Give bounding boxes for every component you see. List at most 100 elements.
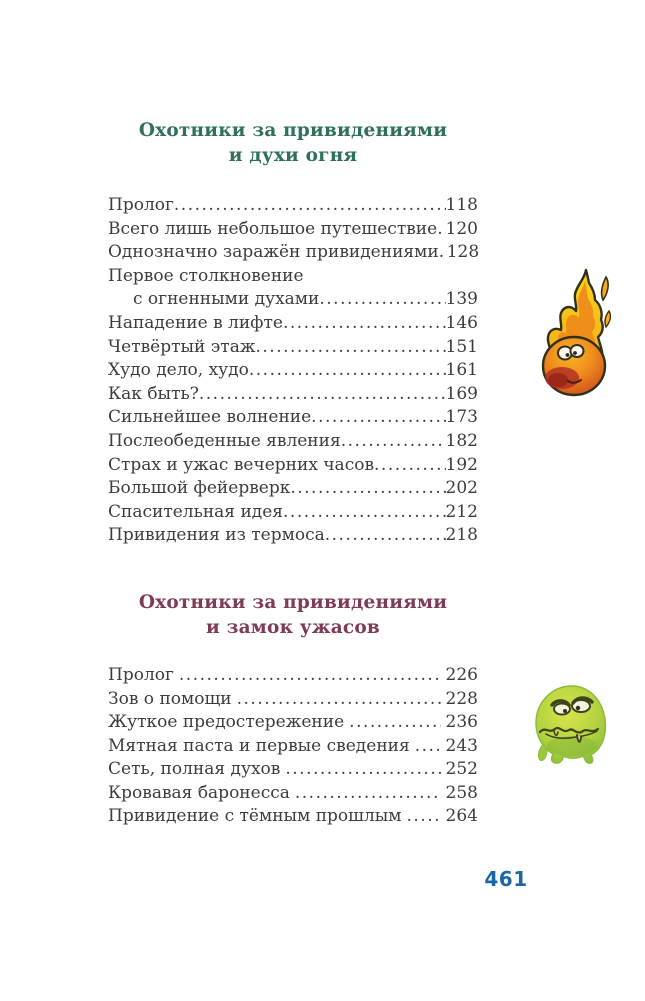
toc-entry: Большой фейерверк 202 <box>108 477 478 501</box>
page-number: 461 <box>484 867 528 891</box>
toc-entry-title: Всего лишь небольшое путешествие <box>108 218 438 239</box>
toc-entry-page: 120 <box>445 218 478 239</box>
toc-entry: Страх и ужас вечерних часов 192 <box>108 454 478 478</box>
toc-entry: Нападение в лифте 146 <box>108 312 478 336</box>
table-of-contents: Охотники за привидениями и духи огня Про… <box>108 118 480 829</box>
toc-entry-page: 151 <box>445 336 478 357</box>
toc-entry-page: 173 <box>445 407 478 428</box>
section-title-line-2: и духи огня <box>228 145 358 166</box>
toc-entry-page: 118 <box>445 195 478 215</box>
dot-leader <box>256 336 446 360</box>
toc-entry: Зов о помощи 228 <box>108 688 478 712</box>
toc-section-fire-spirits: Охотники за привидениями и духи огня Про… <box>108 118 480 548</box>
toc-entry-page: 236 <box>445 712 478 733</box>
dot-leader <box>325 524 446 548</box>
dot-leader <box>407 805 441 829</box>
toc-entry-title: Как быть? <box>108 383 199 404</box>
toc-entry: Однозначно заражён привидениями 128 <box>108 241 480 265</box>
toc-entry: Пролог 226 <box>108 664 478 688</box>
toc-entry-page: 218 <box>445 525 478 546</box>
toc-entry-title: Сеть, полная духов <box>108 759 281 780</box>
toc-entry-page: 258 <box>445 782 478 803</box>
toc-entry-page: 161 <box>445 360 478 381</box>
toc-entry-title: Спасительная идея <box>108 501 284 522</box>
toc-entry-title: Послеобеденные явления <box>108 430 341 451</box>
toc-entry: Четвёртый этаж 151 <box>108 336 478 360</box>
toc-entry: Мятная паста и первые сведения 243 <box>108 735 478 759</box>
dot-leader <box>415 735 441 759</box>
toc-entry: Сильнейшее волнение 173 <box>108 406 478 430</box>
dot-leader <box>437 218 445 242</box>
toc-entry-title: Первое столкновение <box>108 265 304 286</box>
flame-face <box>557 344 585 384</box>
green-slime-ghost-illustration <box>535 685 607 764</box>
toc-entry-page: 264 <box>445 806 478 827</box>
toc-entry-list: Пролог 226 Зов о помощи 228 Жуткое предо… <box>108 664 478 829</box>
toc-entry: Спасительная идея 212 <box>108 501 478 525</box>
toc-entry-title: Однозначно заражён привидениями <box>108 242 439 263</box>
toc-entry: Привидение с тёмным прошлым 264 <box>108 805 478 829</box>
section-title-line-1: Охотники за привидениями <box>138 120 448 141</box>
toc-entry-page: 228 <box>445 688 478 709</box>
toc-entry-page: 202 <box>445 478 478 499</box>
toc-entry-title: с огненными духами <box>133 289 320 310</box>
toc-entry-page: 182 <box>445 430 478 451</box>
dot-leader <box>439 241 447 265</box>
toc-entry-page: 146 <box>445 312 478 333</box>
toc-entry-title: Привидение с тёмным прошлым <box>108 806 402 827</box>
toc-entry-page: 226 <box>445 664 478 685</box>
dot-leader <box>283 501 446 525</box>
dot-leader <box>237 688 441 712</box>
toc-entry-page: 169 <box>445 383 478 404</box>
toc-entry-title: Нападение в лифте <box>108 312 283 333</box>
toc-entry-page: 212 <box>445 501 478 522</box>
dot-leader <box>174 194 446 218</box>
toc-entry: Худо дело, худо 161 <box>108 359 478 383</box>
toc-entry-title: Пролог <box>108 664 174 685</box>
toc-entry: Первое столкновение <box>108 265 478 289</box>
toc-entry: Привидения из термоса 218 <box>108 524 478 548</box>
toc-entry-page: 243 <box>445 735 478 756</box>
toc-entry-title: Худо дело, худо <box>108 360 249 381</box>
ghost-face <box>538 696 600 743</box>
toc-entry: Пролог 118 <box>108 194 478 218</box>
toc-entry-title: Сильнейшее волнение <box>108 407 312 428</box>
toc-entry-page: 252 <box>445 759 478 780</box>
flame-spirit-illustration <box>541 268 612 397</box>
toc-entry-title: Страх и ужас вечерних часов <box>108 454 375 475</box>
toc-entry: Как быть? 169 <box>108 383 478 407</box>
dot-leader <box>295 782 441 806</box>
toc-entry: Кровавая баронесса 258 <box>108 782 478 806</box>
dot-leader <box>283 312 446 336</box>
toc-entry-page: 139 <box>445 289 478 310</box>
dot-leader <box>341 430 446 454</box>
toc-section-castle-of-horrors: Охотники за привидениями и замок ужасов … <box>108 590 478 829</box>
section-title-line-2: и замок ужасов <box>206 616 380 638</box>
dot-leader <box>319 288 445 312</box>
dot-leader <box>349 711 440 735</box>
dot-leader <box>285 758 440 782</box>
toc-entry-page: 192 <box>445 454 478 475</box>
toc-entry: Послеобеденные явления 182 <box>108 430 478 454</box>
section-title: Охотники за привидениями и духи огня <box>108 118 478 168</box>
toc-entry-title: Зов о помощи <box>108 688 232 709</box>
dot-leader <box>290 477 445 501</box>
dot-leader <box>374 454 446 478</box>
toc-entry-title: Большой фейерверк <box>108 478 291 499</box>
toc-entry-title: Кровавая баронесса <box>108 782 290 803</box>
section-title: Охотники за привидениями и замок ужасов <box>108 590 478 640</box>
flame-body <box>541 335 607 397</box>
toc-entry: Всего лишь небольшое путешествие 120 <box>108 218 478 242</box>
dot-leader <box>199 383 446 407</box>
dot-leader <box>249 359 446 383</box>
ghost-body <box>535 685 607 764</box>
section-title-line-1: Охотники за привидениями <box>138 591 448 613</box>
toc-entry-title: Мятная паста и первые сведения <box>108 735 410 756</box>
toc-entry-title: Привидения из термоса <box>108 525 325 546</box>
toc-entry-page: 128 <box>446 242 480 263</box>
toc-entry-title: Пролог <box>108 195 174 215</box>
toc-entry: Жуткое предостережение 236 <box>108 711 478 735</box>
toc-entry: с огненными духами 139 <box>108 288 478 312</box>
toc-entry-list: Пролог 118 Всего лишь небольшое путешест… <box>108 194 480 548</box>
